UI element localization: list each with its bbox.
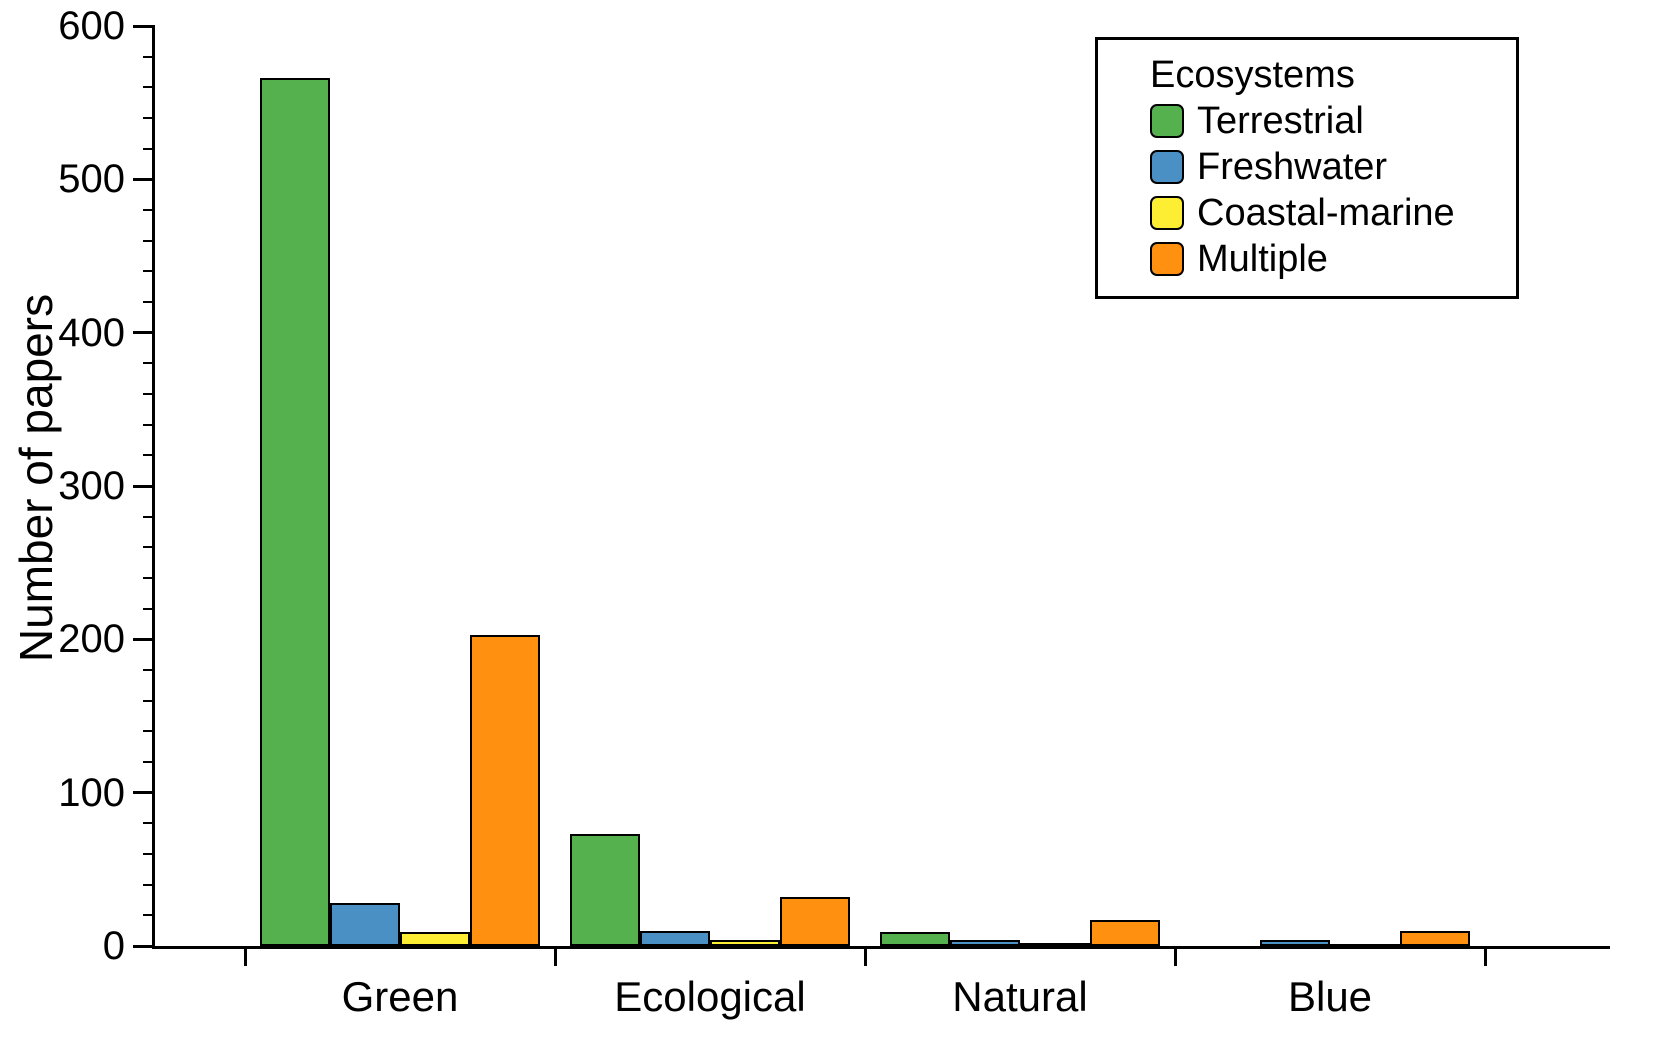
bar-terrestrial-green (260, 78, 330, 946)
y-minor-tick (143, 147, 155, 150)
x-category-label-natural: Natural (952, 973, 1088, 1020)
y-minor-tick (143, 761, 155, 763)
y-major-tick (133, 24, 155, 28)
y-tick-label: 0 (102, 924, 125, 968)
y-minor-tick (143, 822, 155, 825)
bar-freshwater-green (330, 903, 400, 946)
legend-item-coastal-marine: Coastal-marine (1150, 190, 1500, 236)
y-minor-tick (143, 301, 155, 303)
bar-terrestrial-ecological (570, 834, 640, 946)
bar-coastal-marine-natural (1020, 942, 1090, 947)
y-minor-tick (143, 546, 155, 549)
y-minor-tick (143, 914, 155, 917)
bar-freshwater-natural (950, 939, 1020, 946)
bar-coastal-marine-ecological (710, 939, 780, 946)
y-tick-label: 100 (58, 770, 125, 815)
legend-item-freshwater: Freshwater (1150, 144, 1500, 190)
y-minor-tick (143, 607, 155, 610)
y-minor-tick (143, 209, 155, 211)
x-category-label-green: Green (341, 973, 459, 1020)
y-major-tick (133, 177, 155, 181)
y-minor-tick (143, 853, 155, 855)
y-tick-label: 200 (58, 617, 125, 662)
y-major-tick (133, 637, 155, 641)
coastal-marine-swatch-icon (1150, 196, 1184, 230)
y-minor-tick (143, 515, 155, 518)
x-category-label-blue: Blue (1287, 973, 1373, 1020)
x-category-label-ecological: Ecological (614, 973, 806, 1020)
y-major-tick (133, 791, 155, 795)
bar-multiple-ecological (780, 896, 850, 946)
freshwater-swatch-icon (1150, 150, 1184, 184)
bar-freshwater-ecological (640, 930, 710, 946)
y-minor-tick (143, 577, 155, 579)
legend-item-label: Coastal-marine (1197, 192, 1455, 234)
legend-item-terrestrial: Terrestrial (1150, 98, 1500, 144)
y-major-tick (133, 484, 155, 488)
y-minor-tick (143, 454, 155, 457)
y-minor-tick (143, 730, 155, 733)
y-tick-label: 300 (58, 464, 125, 508)
bar-coastal-marine-blue (1330, 944, 1400, 949)
x-boundary-tick (863, 949, 867, 966)
y-minor-tick (143, 86, 155, 89)
bar-coastal-marine-green (400, 932, 470, 946)
y-major-tick (133, 944, 155, 948)
bar-multiple-blue (1400, 930, 1470, 946)
y-minor-tick (143, 55, 155, 58)
legend-title: Ecosystems (1150, 54, 1355, 96)
y-tick-label: 600 (58, 3, 125, 48)
legend-item-label: Multiple (1197, 238, 1328, 280)
terrestrial-swatch-icon (1150, 104, 1184, 138)
y-tick-label: 400 (58, 310, 125, 355)
y-minor-tick (143, 117, 155, 119)
y-minor-tick (143, 239, 155, 242)
bar-freshwater-blue (1260, 939, 1330, 946)
x-boundary-tick (1173, 949, 1177, 966)
legend-item-label: Freshwater (1197, 146, 1388, 188)
multiple-swatch-icon (1150, 242, 1184, 276)
y-minor-tick (143, 669, 155, 671)
y-minor-tick (143, 423, 155, 426)
y-minor-tick (143, 270, 155, 273)
y-minor-tick (143, 393, 155, 395)
bar-multiple-natural (1090, 919, 1160, 946)
x-axis-line (152, 946, 1610, 949)
y-minor-tick (143, 883, 155, 886)
y-tick-label: 500 (58, 157, 125, 202)
y-minor-tick (143, 699, 155, 702)
bar-terrestrial-natural (880, 932, 950, 946)
bar-multiple-green (470, 634, 540, 946)
legend: Ecosystems Terrestrial Freshwater Coastal-… (1095, 37, 1519, 299)
x-boundary-tick (553, 949, 557, 966)
x-boundary-tick (1483, 949, 1487, 966)
y-minor-tick (143, 362, 155, 365)
y-major-tick (133, 331, 155, 335)
legend-item-label: Terrestrial (1197, 100, 1364, 142)
x-boundary-tick (243, 949, 247, 966)
y-axis-line (152, 26, 155, 949)
legend-items: Terrestrial Freshwater Coastal-marine Multi… (1150, 98, 1500, 282)
legend-item-multiple: Multiple (1150, 236, 1500, 282)
